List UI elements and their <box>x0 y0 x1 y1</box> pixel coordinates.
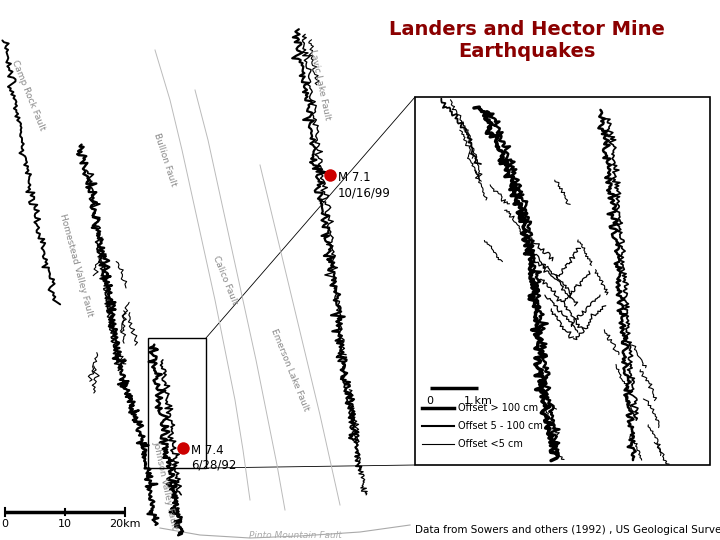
Text: Data from Sowers and others (1992) , US Geological Survey: Data from Sowers and others (1992) , US … <box>415 525 720 535</box>
Text: 0: 0 <box>426 396 433 406</box>
Text: 0: 0 <box>1 519 9 529</box>
Text: 1 km: 1 km <box>464 396 492 406</box>
Text: 10: 10 <box>58 519 72 529</box>
Text: Offset > 100 cm: Offset > 100 cm <box>458 403 538 413</box>
Text: Homestead Valley Fault: Homestead Valley Fault <box>58 212 94 318</box>
Bar <box>148 338 206 468</box>
Bar <box>415 97 710 465</box>
Text: Offset <5 cm: Offset <5 cm <box>458 439 523 449</box>
Text: Lavic Lake Fault: Lavic Lake Fault <box>308 49 332 121</box>
Text: Camp Rock Fault: Camp Rock Fault <box>9 58 46 132</box>
Text: M 7.1
10/16/99: M 7.1 10/16/99 <box>338 171 391 199</box>
Text: Landers and Hector Mine: Landers and Hector Mine <box>389 20 665 39</box>
Text: Offset 5 - 100 cm: Offset 5 - 100 cm <box>458 421 543 431</box>
Text: M 7.4
6/28/92: M 7.4 6/28/92 <box>191 444 236 472</box>
Text: Bullion Fault: Bullion Fault <box>152 132 178 188</box>
Text: Calico Fault: Calico Fault <box>211 254 239 306</box>
Text: 20km: 20km <box>109 519 140 529</box>
Text: Emerson Lake Fault: Emerson Lake Fault <box>269 327 310 413</box>
Text: Pinto Mountain Fault: Pinto Mountain Fault <box>248 531 341 540</box>
Text: Earthquakes: Earthquakes <box>459 42 595 61</box>
Text: Johnson Valley Fault: Johnson Valley Fault <box>151 440 179 530</box>
